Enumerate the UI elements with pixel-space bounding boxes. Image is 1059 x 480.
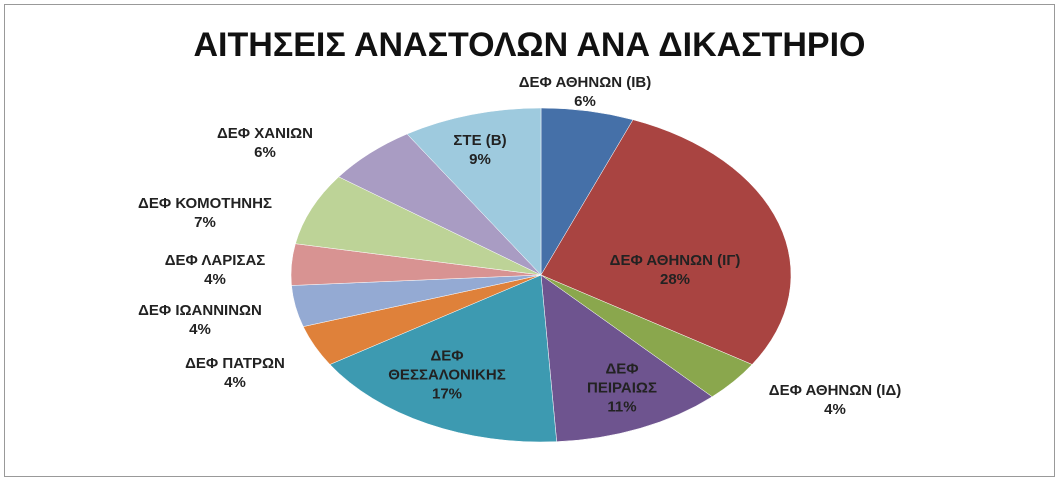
category-label: ΔΕΦ ΛΑΡΙΣΑΣ <box>164 252 266 269</box>
slice-label: ΣΤΕ (Β) 9% <box>430 131 530 169</box>
category-label: ΔΕΦ ΑΘΗΝΩΝ (ΙΒ) <box>518 74 652 91</box>
category-label: ΔΕΦ ΚΟΜΟΤΗΝΗΣ <box>138 195 272 212</box>
value-label: 17% <box>431 385 463 403</box>
category-label: ΔΕΦ ΙΩΑΝΝΙΝΩΝ <box>138 302 262 319</box>
slice-label: ΔΕΦ ΠΑΤΡΩΝ 4% <box>155 354 315 392</box>
value-label: 4% <box>204 271 226 288</box>
pie-slice <box>540 119 792 365</box>
slice-label: ΔΕΦ ΧΑΝΙΩΝ 6% <box>175 124 355 162</box>
category-label: ΣΤΕ (Β) <box>453 132 507 149</box>
category-label: ΔΕΦ ΠΑΤΡΩΝ <box>185 355 285 372</box>
value-label: 6% <box>574 93 596 110</box>
slice-label: ΔΕΦ ΠΕΙΡΑΙΩΣ 11% <box>587 360 657 417</box>
category-label: ΔΕΦ ΧΑΝΙΩΝ <box>217 125 313 142</box>
pie-slice <box>540 274 713 442</box>
category-label: ΔΕΦ ΘΕΣΣΑΛΟΝΙΚΗΣ <box>388 347 506 384</box>
pie-slice <box>406 107 542 276</box>
category-label: ΔΕΦ ΑΘΗΝΩΝ (ΙΓ) <box>609 252 741 269</box>
chart-title: ΑΙΤΗΣΕΙΣ ΑΝΑΣΤΟΛΩΝ ΑΝΑ ΔΙΚΑΣΤΗΡΙΟ <box>193 26 866 64</box>
value-label: 28% <box>659 271 691 288</box>
slice-label: ΔΕΦ ΑΘΗΝΩΝ (ΙΓ) 28% <box>575 251 775 289</box>
value-label: 4% <box>824 401 846 418</box>
value-label: 4% <box>189 321 211 338</box>
category-label: ΔΕΦ ΑΘΗΝΩΝ (ΙΔ) <box>768 382 902 399</box>
value-label: 4% <box>224 374 246 391</box>
pie-slice <box>329 274 557 443</box>
slice-label: ΔΕΦ ΑΘΗΝΩΝ (ΙΔ) 4% <box>725 381 945 419</box>
value-label: 7% <box>194 214 216 231</box>
frame <box>4 4 1055 477</box>
pie-slice <box>295 176 542 276</box>
value-label: 9% <box>469 151 491 168</box>
slice-label: ΔΕΦ ΛΑΡΙΣΑΣ 4% <box>125 251 305 289</box>
value-label: 6% <box>254 144 276 161</box>
slice-label: ΔΕΦ ΙΩΑΝΝΙΝΩΝ 4% <box>100 301 300 339</box>
slice-label: ΔΕΦ ΘΕΣΣΑΛΟΝΙΚΗΣ 17% <box>382 347 512 404</box>
value-label: 11% <box>607 398 637 416</box>
slice-label: ΔΕΦ ΑΘΗΝΩΝ (ΙΒ) 6% <box>475 73 695 111</box>
slice-label: ΔΕΦ ΚΟΜΟΤΗΝΗΣ 7% <box>105 194 305 232</box>
category-label: ΔΕΦ ΠΕΙΡΑΙΩΣ <box>587 360 657 397</box>
